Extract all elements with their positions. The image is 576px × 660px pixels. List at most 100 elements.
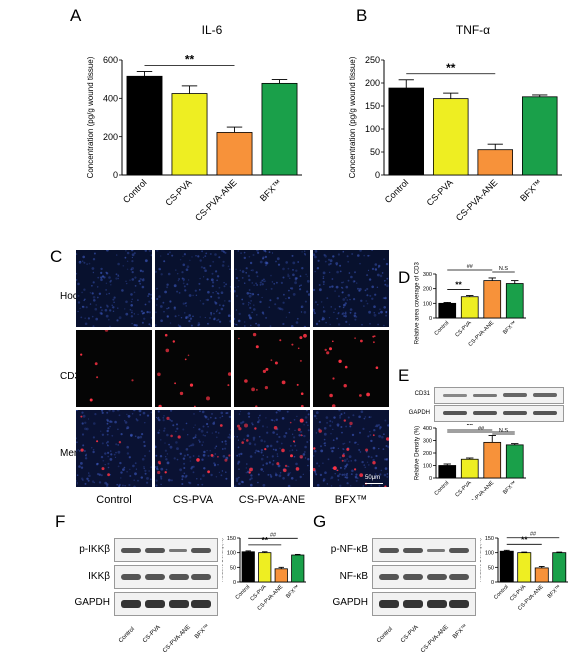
blot-f-label-ikkb: IKKβ	[88, 571, 110, 582]
row-label-merge: Merge	[60, 448, 89, 459]
bar-cs-pva-ane	[216, 132, 253, 176]
significance-label: **	[455, 280, 462, 290]
y-tick-label: 400	[103, 93, 118, 103]
col-label-bfx: BFX™	[334, 494, 368, 506]
blot-g-strip-p-nfkb	[372, 538, 476, 562]
bar-cs-pva-ane	[483, 280, 502, 319]
blot-g-lane-cspvaane: CS-PVA-ANE	[420, 624, 450, 655]
chart-title: IL-6	[202, 23, 223, 37]
bar-control	[388, 87, 425, 176]
blot-e-strip-gapdh	[434, 405, 564, 422]
micro-texture	[155, 410, 231, 487]
micro-merge-cspva	[155, 410, 231, 487]
category-label: CS-PVA-ANE	[454, 177, 499, 222]
bar-bfx-	[552, 552, 567, 583]
category-label: BFX™	[547, 584, 563, 600]
bar-cs-pva	[517, 552, 532, 583]
chart-ikk-density: Relative Density(%)050100150ControlCS-PV…	[222, 532, 306, 612]
chart-cd31-density: Relative Density (%) 0 100 200 300 400 Control…	[414, 424, 526, 500]
blot-g-strip-nfkb	[372, 565, 476, 589]
blot-e-strip-cd31	[434, 387, 564, 404]
significance-label: **	[446, 61, 456, 75]
category-label: Control	[434, 320, 451, 337]
y-axis-label: Concentration (pg/g wound tissue)	[348, 56, 357, 178]
micro-merge-cspvaane	[234, 410, 310, 487]
micro-cd31-control	[76, 330, 152, 407]
blot-f-lane-bfx: BFX™	[194, 623, 211, 641]
blot-f-strip-p-ikkb	[114, 538, 218, 562]
micro-cd31-bfx	[313, 330, 389, 407]
y-tick-label: 50	[488, 565, 494, 571]
micro-texture	[234, 250, 310, 327]
panel-label-e: E	[398, 366, 410, 385]
y-tick-label: 100	[423, 463, 432, 469]
category-label: BFX™	[285, 584, 301, 600]
y-tick-label: 50	[230, 565, 236, 571]
significance-label: ##	[270, 532, 277, 538]
y-tick-label: 0	[233, 580, 236, 586]
micro-texture	[313, 250, 389, 327]
category-label: CS-PVA-ANE	[193, 177, 238, 222]
y-axis-label: Relative Density (%)	[414, 426, 420, 480]
blot-g-strip-gapdh	[372, 592, 476, 616]
blot-f-label-p-ikkb: p-IKKβ	[79, 544, 110, 555]
y-tick-label: 200	[423, 451, 432, 457]
category-label: Control	[383, 177, 411, 205]
bar-control	[438, 302, 457, 319]
bar-control	[126, 75, 163, 176]
blot-g-label-p-nfkb: p-NF-κB	[330, 544, 368, 555]
blot-g-label-nfkb: NF-κB	[339, 571, 368, 582]
col-label-cspva: CS-PVA	[172, 494, 214, 506]
category-label: CS-PVA	[454, 480, 473, 499]
micro-texture	[234, 410, 310, 487]
chart-cd31-area: Relative area coverage of CD31 (%) 0 100 20…	[414, 262, 526, 348]
significance-label: **	[261, 535, 268, 545]
y-tick-label: 0	[429, 316, 432, 322]
blot-g-lane-bfx: BFX™	[452, 623, 469, 641]
micro-cd31-cspva	[155, 330, 231, 407]
bar-control	[499, 550, 514, 583]
category-label: BFX™	[502, 320, 518, 336]
micro-texture	[80, 330, 134, 402]
significance-label: N.S	[499, 266, 509, 272]
category-label: BFX™	[518, 177, 544, 203]
blot-e-label-cd31: CD31	[414, 391, 430, 397]
chart-tnf-alpha: TNF-α Concentration (pg/g wound tissue) 0 5…	[348, 23, 562, 223]
category-label: BFX™	[258, 177, 284, 203]
y-tick-label: 150	[227, 536, 236, 542]
panel-label-g: G	[313, 512, 327, 531]
y-axis-label: Concentration (pg/g wound tissue)	[86, 56, 95, 178]
panel-label-b: B	[356, 6, 368, 25]
significance-label: **	[466, 424, 473, 430]
micro-hochest-control	[76, 250, 152, 327]
y-tick-label: 600	[103, 55, 118, 65]
blot-f-lane-control: Control	[118, 626, 136, 645]
col-label-control: Control	[96, 494, 132, 506]
blot-f-lane-cspva: CS-PVA	[142, 624, 162, 645]
micro-hochest-bfx	[313, 250, 389, 327]
blot-f-strip-gapdh	[114, 592, 218, 616]
scale-bar	[365, 483, 383, 484]
y-tick-label: 0	[113, 170, 118, 180]
y-tick-label: 150	[365, 101, 380, 111]
panel-label-d: D	[398, 268, 411, 287]
micro-texture	[157, 333, 231, 407]
significance-label: **	[521, 534, 528, 544]
bar-cs-pva	[460, 296, 479, 319]
y-tick-label: 100	[485, 551, 494, 557]
y-tick-label: 200	[423, 287, 432, 293]
micro-texture	[313, 410, 389, 487]
y-tick-label: 0	[375, 170, 380, 180]
blot-f-strip-ikkb	[114, 565, 218, 589]
blot-f-label-gapdh: GAPDH	[74, 597, 110, 608]
bar-bfx-	[505, 283, 524, 319]
bar-cs-pva	[432, 98, 469, 176]
panel-label-a: A	[70, 6, 82, 25]
row-label-cd31: CD31	[60, 371, 86, 382]
scale-bar-label: 50μm	[365, 475, 381, 481]
y-axis-label: Relative Density(%)	[480, 538, 482, 582]
y-tick-label: 0	[491, 580, 494, 586]
bar-bfx-	[291, 554, 305, 583]
y-tick-label: 300	[423, 272, 432, 278]
bar-control	[241, 551, 255, 583]
